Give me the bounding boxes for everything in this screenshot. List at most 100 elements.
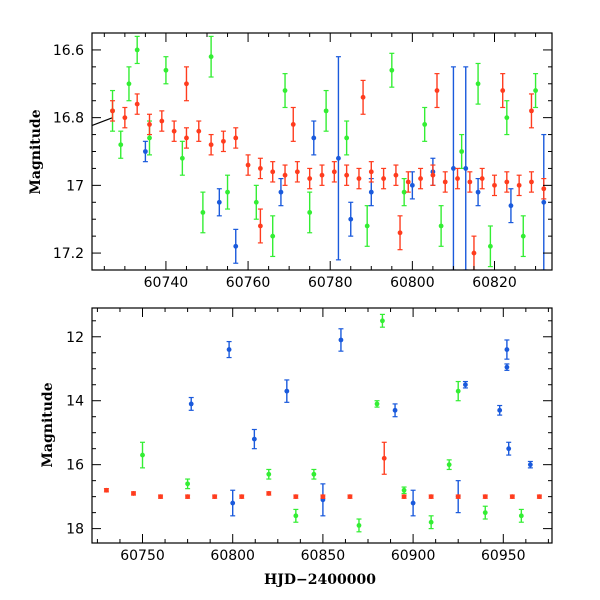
x-tick-label: 60740 xyxy=(144,275,189,291)
data-point xyxy=(311,468,317,480)
data-point xyxy=(455,380,461,402)
data-point xyxy=(130,491,136,496)
data-point xyxy=(142,140,148,163)
data-point xyxy=(422,106,428,142)
data-point xyxy=(257,157,263,180)
data-point xyxy=(497,404,503,416)
data-point xyxy=(397,215,403,251)
data-point xyxy=(409,171,415,200)
data-point xyxy=(392,403,398,418)
top-data-layer xyxy=(92,35,547,270)
data-point xyxy=(428,494,434,500)
data-point xyxy=(307,167,313,190)
data-point xyxy=(504,171,510,193)
data-point xyxy=(171,120,177,142)
x-tick-label: 60780 xyxy=(308,275,353,291)
data-point xyxy=(196,120,202,142)
data-point xyxy=(183,66,189,102)
data-point xyxy=(270,215,276,258)
data-point xyxy=(284,379,290,403)
data-point xyxy=(110,100,116,122)
data-point xyxy=(188,396,194,411)
data-point xyxy=(381,167,387,190)
data-point xyxy=(320,483,326,517)
data-point xyxy=(319,164,325,186)
data-point xyxy=(528,171,534,193)
data-point xyxy=(389,52,395,88)
data-point xyxy=(381,441,387,475)
x-tick-label: 60800 xyxy=(390,275,435,291)
data-point xyxy=(368,177,374,207)
data-point xyxy=(323,89,329,132)
data-point xyxy=(278,177,284,207)
data-point xyxy=(239,494,245,500)
data-point xyxy=(374,400,380,408)
bottom-y-axis-label: Magnitude xyxy=(40,382,56,467)
top-trend-line xyxy=(92,117,113,127)
bottom-panel: 60750 60800 60850 60900 60950 12 14 16 18 xyxy=(66,307,553,564)
data-point xyxy=(487,225,493,268)
data-point xyxy=(140,441,146,469)
data-point xyxy=(251,428,257,450)
data-point xyxy=(504,339,510,360)
bottom-data-layer xyxy=(103,313,542,533)
top-series-blue xyxy=(142,56,547,270)
data-point xyxy=(103,487,109,493)
y-tick-label: 16.8 xyxy=(53,111,84,127)
data-point xyxy=(430,164,436,186)
data-point xyxy=(379,313,385,328)
data-point xyxy=(455,167,461,190)
data-point xyxy=(438,205,444,247)
data-point xyxy=(533,73,539,109)
data-point xyxy=(492,174,497,197)
data-point xyxy=(158,494,164,500)
top-series-red xyxy=(110,66,547,270)
data-point xyxy=(541,177,547,200)
data-point xyxy=(442,171,448,193)
data-point xyxy=(347,494,353,500)
data-point xyxy=(290,106,296,142)
x-tick-label: 60800 xyxy=(210,548,255,564)
data-point xyxy=(348,201,354,237)
data-point xyxy=(520,215,526,258)
data-point xyxy=(257,208,263,244)
y-tick-label: 16 xyxy=(66,458,84,474)
data-point xyxy=(320,494,326,500)
y-tick-label: 17.2 xyxy=(53,246,84,262)
data-point xyxy=(245,154,251,176)
data-point xyxy=(393,164,399,186)
data-point xyxy=(126,66,132,102)
data-point xyxy=(356,518,362,533)
data-point xyxy=(450,66,456,270)
data-point xyxy=(428,515,434,530)
data-point xyxy=(459,133,465,170)
data-point xyxy=(208,133,214,156)
data-point xyxy=(463,66,469,270)
data-point xyxy=(163,56,169,85)
data-point xyxy=(208,35,214,78)
top-plot-frame xyxy=(91,32,553,271)
x-tick-label: 60850 xyxy=(301,548,346,564)
data-point xyxy=(230,489,236,517)
data-point xyxy=(159,110,165,132)
data-point xyxy=(410,489,416,517)
x-tick-label: 60900 xyxy=(391,548,436,564)
y-tick-label: 18 xyxy=(66,522,84,538)
data-point xyxy=(344,120,350,156)
data-point xyxy=(475,62,481,105)
data-point xyxy=(311,120,317,156)
data-point xyxy=(509,494,515,500)
data-point xyxy=(401,177,407,207)
bottom-x-axis-label: HJD−2400000 xyxy=(264,572,376,588)
data-point xyxy=(122,106,128,129)
data-point xyxy=(118,130,124,159)
data-point xyxy=(405,171,411,193)
top-panel: 60740 60760 60780 60800 60820 16.6 16.8 17 17.2 xyxy=(53,32,553,291)
data-point xyxy=(508,188,514,224)
data-point xyxy=(471,235,477,270)
data-point xyxy=(536,494,542,500)
y-tick-label: 14 xyxy=(66,394,84,410)
x-tick-label: 60750 xyxy=(120,548,165,564)
data-point xyxy=(482,505,488,520)
